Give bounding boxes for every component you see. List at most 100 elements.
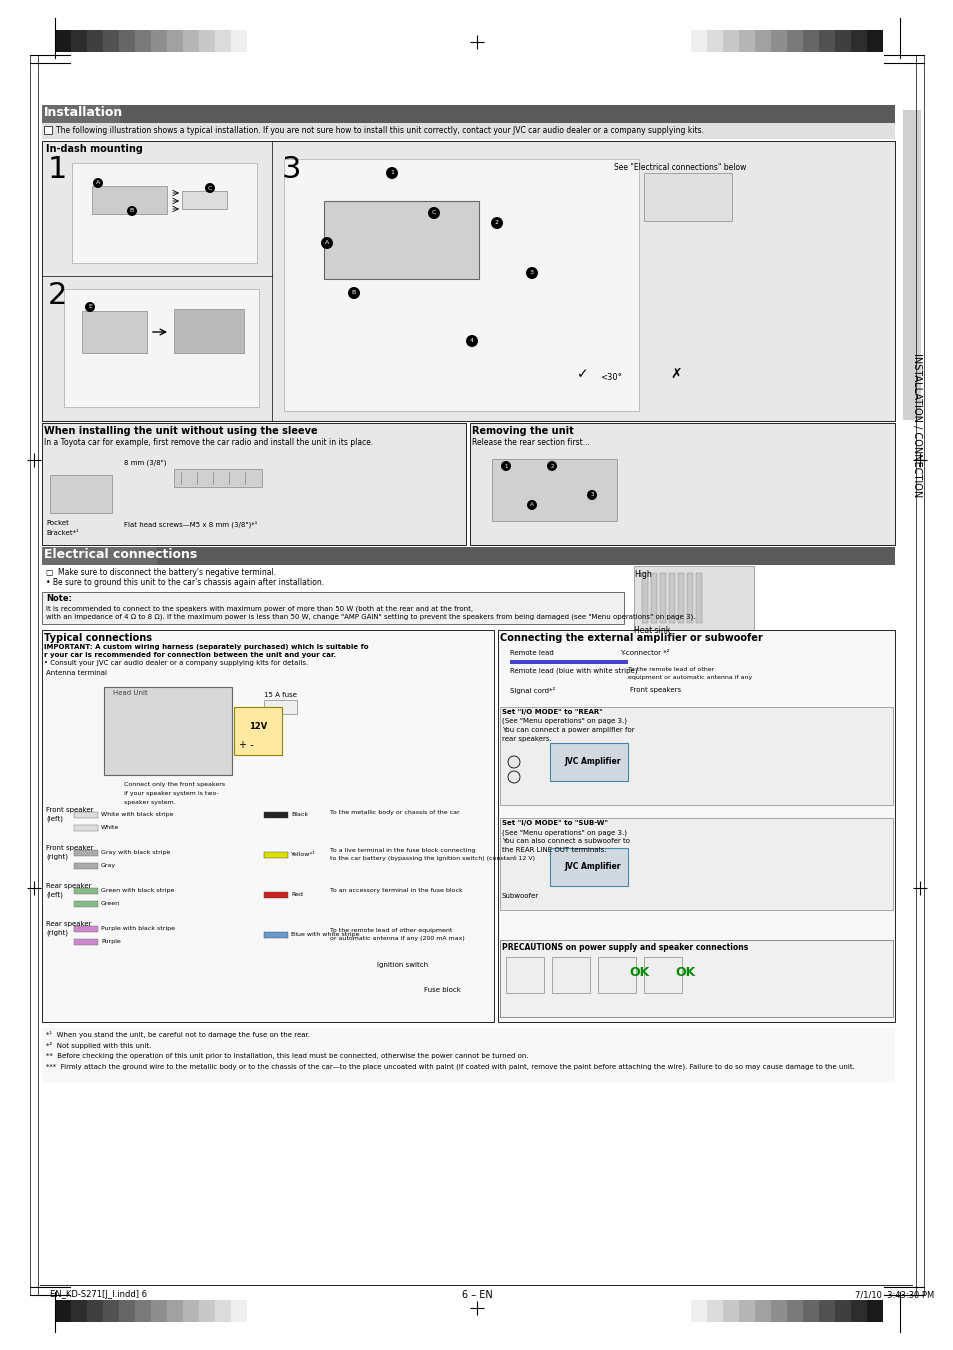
Text: Yellow*¹: Yellow*¹ [291, 852, 315, 857]
Text: Release the rear section first...: Release the rear section first... [472, 437, 589, 447]
Text: Antenna terminal: Antenna terminal [46, 670, 107, 676]
Bar [224, 472, 233, 485]
Text: Gray: Gray [101, 863, 116, 868]
Text: Subwoofer: Subwoofer [501, 892, 538, 899]
Bar [74, 940, 98, 945]
Text: 2: 2 [48, 281, 68, 311]
Bar [42, 593, 623, 624]
Bar [74, 926, 98, 931]
Bar [659, 572, 665, 622]
Text: Bracket*¹: Bracket*¹ [46, 531, 79, 536]
Text: equipment or automatic antenna if any: equipment or automatic antenna if any [627, 675, 752, 680]
Bar [264, 811, 288, 818]
Text: ✗: ✗ [669, 367, 680, 381]
Text: Connecting the external amplifier or subwoofer: Connecting the external amplifier or sub… [499, 633, 762, 643]
Bar [552, 957, 589, 994]
Text: or automatic antenna if any (200 mA max): or automatic antenna if any (200 mA max) [330, 936, 464, 941]
Bar [739, 1300, 754, 1322]
Text: (right): (right) [46, 929, 68, 936]
Text: To an accessory terminal in the fuse block: To an accessory terminal in the fuse blo… [330, 888, 462, 892]
Text: C: C [432, 211, 436, 216]
Text: A: A [95, 181, 100, 185]
Text: EN_KD-S271[J_I.indd] 6: EN_KD-S271[J_I.indd] 6 [50, 1291, 147, 1299]
Text: C: C [208, 185, 212, 190]
Bar [505, 957, 543, 994]
Bar [499, 707, 892, 805]
Bar [74, 811, 98, 818]
Bar [42, 105, 894, 123]
Bar [74, 900, 98, 907]
Bar [786, 30, 802, 53]
Bar [87, 1300, 103, 1322]
Bar [634, 566, 753, 641]
Bar [233, 707, 282, 755]
Bar [91, 186, 167, 215]
Bar [641, 572, 647, 622]
Text: JVC Amplifier: JVC Amplifier [563, 757, 619, 765]
Text: rear speakers.: rear speakers. [501, 736, 551, 742]
Bar [770, 1300, 786, 1322]
Circle shape [320, 238, 333, 248]
Text: **  Before checking the operation of this unit prior to installation, this lead : ** Before checking the operation of this… [46, 1053, 528, 1058]
Circle shape [586, 490, 597, 500]
Bar [74, 825, 98, 832]
Circle shape [85, 302, 95, 312]
Text: 3: 3 [282, 155, 301, 184]
Text: 12V: 12V [249, 722, 267, 730]
Bar [199, 30, 214, 53]
Bar [157, 547, 894, 566]
Bar [173, 468, 262, 487]
Text: 1: 1 [504, 463, 507, 468]
Bar [182, 190, 227, 209]
Circle shape [465, 335, 477, 347]
Bar [550, 743, 627, 782]
Bar [739, 30, 754, 53]
Text: Green with black stripe: Green with black stripe [101, 888, 174, 892]
Bar [151, 1300, 167, 1322]
Bar [650, 572, 657, 622]
Text: Blue with white stripe: Blue with white stripe [291, 931, 359, 937]
Bar [42, 630, 494, 1022]
Text: B: B [130, 208, 134, 213]
Text: White with black stripe: White with black stripe [101, 811, 173, 817]
Text: 15 A fuse: 15 A fuse [264, 693, 296, 698]
Bar [247, 30, 263, 53]
Text: Rear speaker: Rear speaker [46, 883, 91, 890]
Bar [71, 163, 256, 263]
Bar [71, 1300, 87, 1322]
Bar [264, 852, 288, 859]
Bar [686, 572, 692, 622]
Bar [770, 30, 786, 53]
Bar [882, 30, 898, 53]
Bar [668, 572, 675, 622]
Text: PRECAUTIONS on power supply and speaker connections: PRECAUTIONS on power supply and speaker … [501, 944, 747, 952]
Bar [42, 547, 894, 566]
Text: A: A [530, 502, 534, 508]
Text: (right): (right) [46, 853, 68, 860]
Text: Y-connector *²: Y-connector *² [619, 649, 669, 656]
Text: + -: + - [239, 740, 253, 751]
Bar [74, 863, 98, 869]
Bar [87, 30, 103, 53]
Bar [706, 1300, 722, 1322]
Bar [497, 630, 894, 1022]
Circle shape [525, 267, 537, 279]
Text: Typical connections: Typical connections [44, 633, 152, 643]
Circle shape [348, 288, 359, 298]
Bar [231, 30, 247, 53]
Text: (left): (left) [46, 891, 63, 898]
Bar [499, 818, 892, 910]
Text: <30°: <30° [599, 373, 621, 382]
Text: (left): (left) [46, 815, 63, 822]
Bar [641, 572, 647, 622]
Bar [71, 30, 87, 53]
Text: Black: Black [291, 811, 308, 817]
Text: To the remote lead of other equipment: To the remote lead of other equipment [330, 927, 454, 933]
Text: (See "Menu operations" on page 3.): (See "Menu operations" on page 3.) [501, 718, 626, 725]
Bar [550, 848, 627, 886]
Text: if your speaker system is two-: if your speaker system is two- [124, 791, 218, 796]
Bar [135, 30, 151, 53]
Bar [151, 30, 167, 53]
Bar [686, 572, 692, 622]
Bar [722, 1300, 739, 1322]
